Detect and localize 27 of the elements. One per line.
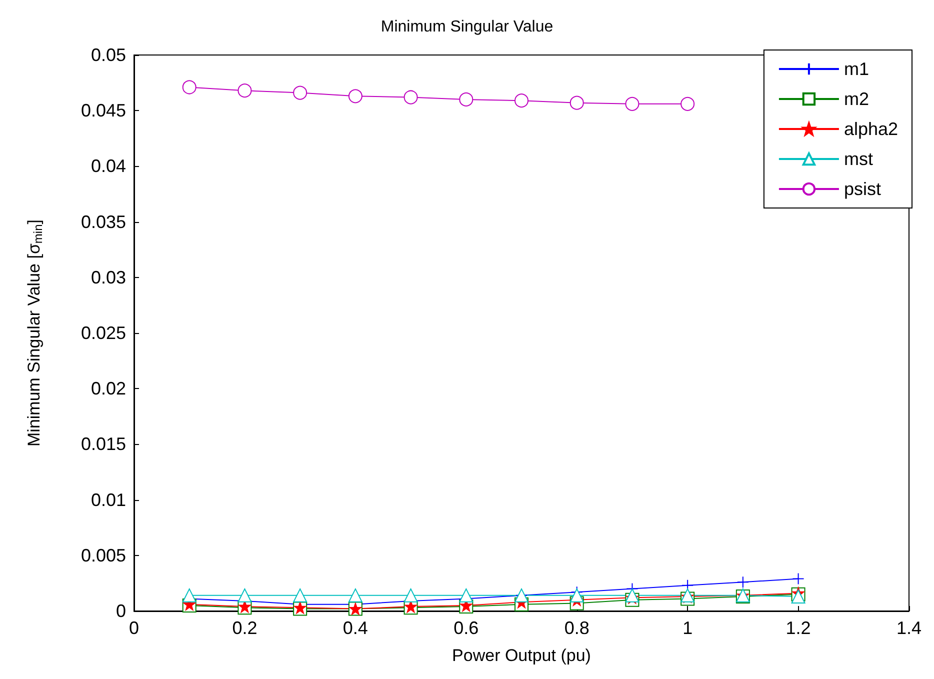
x-tick-label: 0.2 xyxy=(232,618,258,638)
x-tick-label: 0.6 xyxy=(454,618,479,638)
y-tick-label: 0.025 xyxy=(80,323,126,343)
y-tick-label: 0.035 xyxy=(80,212,126,232)
y-axis-title: Minimum Singular Value [σmin] xyxy=(24,220,45,446)
y-tick-label: 0.04 xyxy=(90,156,126,176)
y-tick-label: 0.01 xyxy=(90,490,126,510)
y-tick-label: 0.05 xyxy=(90,45,126,65)
x-tick-label: 1 xyxy=(682,618,693,638)
legend-label: m2 xyxy=(844,89,869,109)
y-tick-label: 0.045 xyxy=(80,100,126,121)
legend-label: alpha2 xyxy=(844,119,898,139)
legend-label: mst xyxy=(844,149,873,169)
y-tick-label: 0.02 xyxy=(90,378,126,399)
x-tick-label: 0 xyxy=(128,618,140,638)
y-tick-label: 0 xyxy=(116,601,126,621)
x-tick-label: 0.8 xyxy=(564,618,590,638)
y-tick-label: 0.03 xyxy=(90,267,126,288)
y-tick-label: 0.015 xyxy=(80,434,126,454)
x-tick-label: 0.4 xyxy=(342,618,368,638)
chart-title: Minimum Singular Value xyxy=(380,18,554,36)
legend-label: m1 xyxy=(844,59,869,79)
x-axis-title: Power Output (pu) xyxy=(452,646,591,665)
legend-label: psist xyxy=(844,179,881,199)
x-tick-label: 1.2 xyxy=(786,618,811,638)
y-tick-label: 0.005 xyxy=(80,545,126,566)
x-tick-label: 1.4 xyxy=(896,618,922,638)
